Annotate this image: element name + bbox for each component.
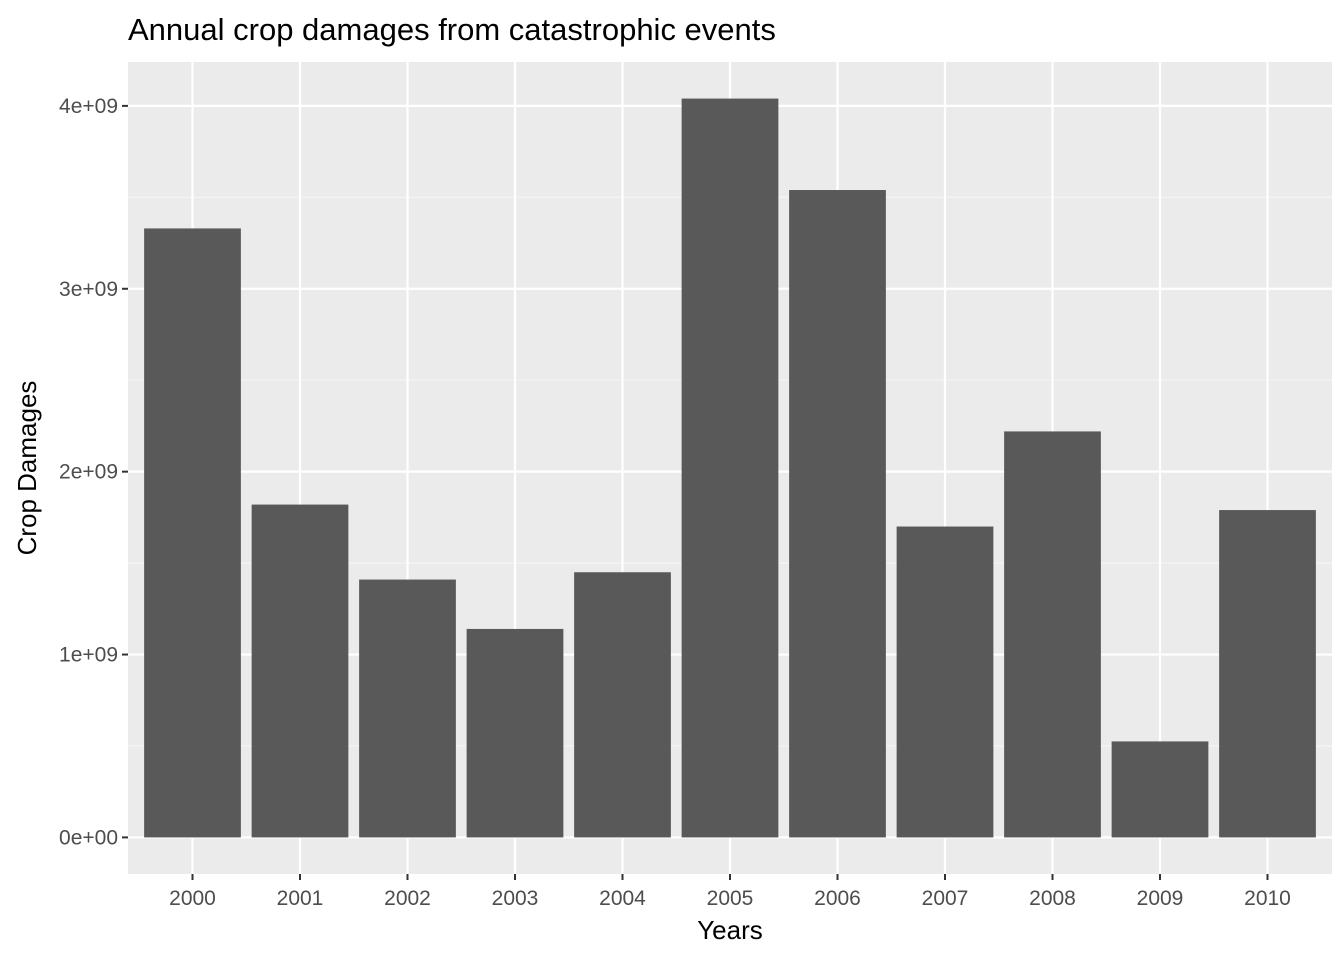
x-tick-label-2008: 2008 [1029,887,1076,910]
bar-2010 [1219,510,1316,838]
y-tick-label: 0e+00 [59,826,118,849]
bars [144,98,1316,838]
y-tick-label: 3e+09 [59,278,118,301]
bar-2007 [896,526,994,838]
bar-2000 [144,228,241,838]
bar-2004 [574,572,671,838]
bar-2002 [359,579,456,838]
bar-2001 [251,504,349,838]
x-tick-label-2003: 2003 [492,887,539,910]
x-tick-label-2000: 2000 [169,887,216,910]
bar-2003 [466,628,564,838]
x-tick-label-2007: 2007 [922,887,969,910]
y-tick-label: 4e+09 [59,95,118,118]
x-tick-label-2009: 2009 [1137,887,1184,910]
x-tick-label-2010: 2010 [1244,887,1291,910]
x-tick-label-2001: 2001 [277,887,324,910]
bar-2008 [1004,431,1101,838]
x-tick-label-2002: 2002 [384,887,431,910]
chart-title: Annual crop damages from catastrophic ev… [128,12,776,47]
y-axis: 0e+00 1e+09 2e+09 3e+09 4e+09 [59,95,128,849]
bar-2005 [681,98,779,838]
y-tick-label: 2e+09 [59,461,118,484]
x-tick-label-2006: 2006 [814,887,861,910]
x-tick-label-2005: 2005 [707,887,754,910]
bar-2009 [1111,741,1209,838]
y-axis-title: Crop Damages [12,381,42,556]
x-tick-label-2004: 2004 [599,887,646,910]
x-axis-title: Years [697,915,763,945]
y-tick-label: 1e+09 [59,644,118,667]
x-axis: 2000 2001 2002 2003 2004 2005 2006 2007 2008 2009… [169,874,1291,910]
bar-2006 [789,190,886,838]
